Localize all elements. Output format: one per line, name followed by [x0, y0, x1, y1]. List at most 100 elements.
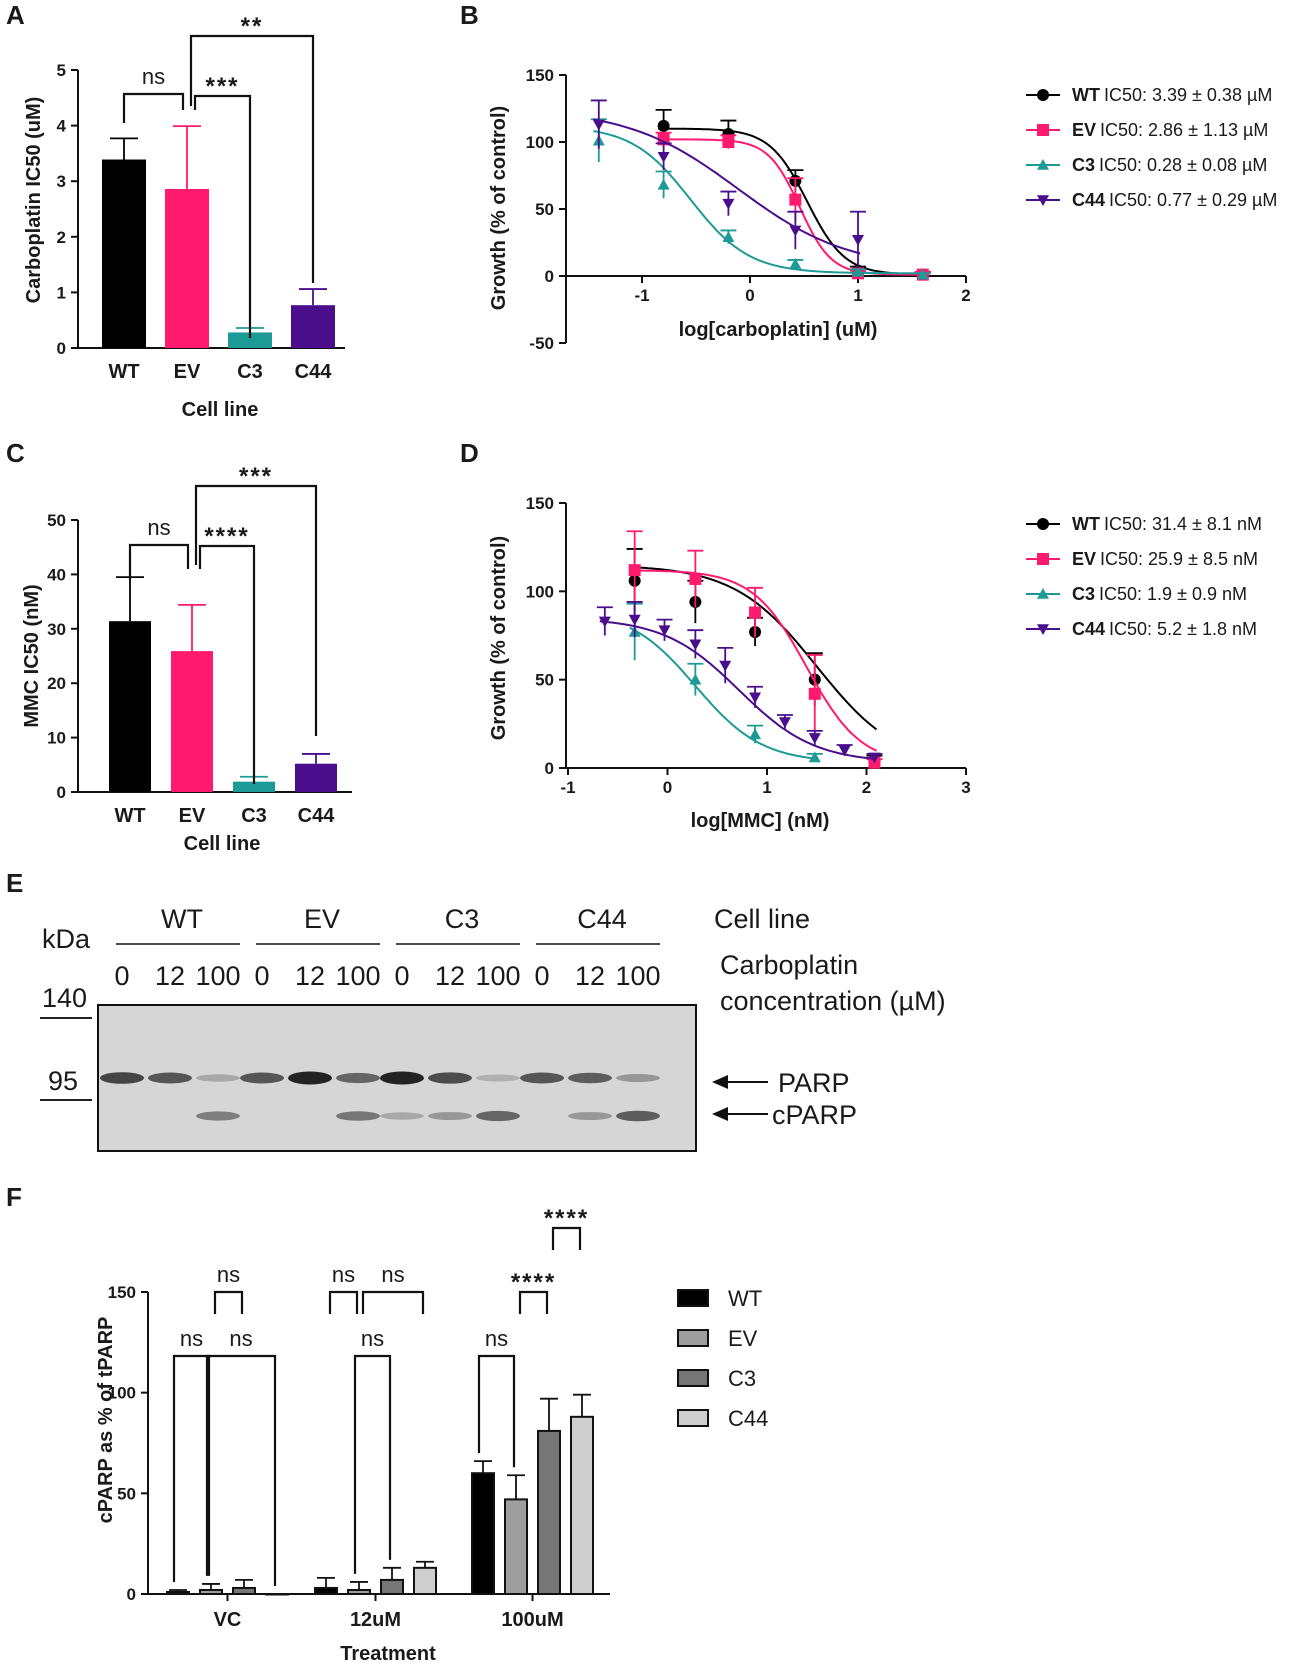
panel-b-legend-marker-wt: [1037, 89, 1049, 101]
panel-b-point-wt: [657, 119, 670, 132]
panel-b: B -50 0 50 100 150 -1 0 1 2 Growth (% of control…: [460, 0, 1277, 353]
panel-c-bar-c44: [295, 763, 337, 792]
panel-f-significance-label: ns: [381, 1262, 404, 1287]
panel-f-legend-label-wt: WT: [728, 1286, 762, 1311]
panel-b-legend-ic50-c44: IC50: 0.77 ± 0.29 µM: [1109, 190, 1277, 210]
panel-d-point-c44: [658, 625, 671, 637]
panel-d-x-tick-label: 1: [762, 778, 771, 797]
panel-b-point-c3: [789, 257, 802, 269]
panel-d-legend-entry-ev: EV IC50: 25.9 ± 8.5 nM: [1072, 549, 1258, 569]
blot-lane-concentration: 0: [254, 961, 269, 991]
panel-b-series-c3: [590, 118, 931, 280]
blot-lane-concentration: 100: [335, 961, 380, 991]
panel-f-legend-swatch-c44: [677, 1409, 709, 1427]
panel-b-y-tick-label: 50: [535, 200, 554, 219]
blot-band-parp: [520, 1072, 564, 1084]
panel-d-label: D: [460, 438, 479, 468]
panel-d-fit-curve-c44: [599, 620, 877, 760]
panel-a-significance-bracket: [193, 94, 252, 338]
panel-b-x-tick-label: -1: [634, 286, 649, 305]
panel-b-point-c44: [789, 225, 802, 237]
panel-f-y-tick-label: 50: [117, 1484, 136, 1503]
panel-b-y-tick-label: 0: [545, 267, 554, 286]
panel-d-legend-marker-wt: [1037, 518, 1049, 530]
blot-band-parp: [380, 1071, 424, 1085]
blot-band-cparp: [616, 1110, 660, 1122]
panel-c-bar-c3: [233, 781, 275, 792]
panel-a-bar-c44: [291, 305, 335, 348]
cparp-arrow: [712, 1107, 768, 1121]
blot-group-ev: EV: [304, 904, 340, 934]
blot-lane-concentration: 12: [575, 961, 605, 991]
panel-d-series-c3: [626, 602, 823, 763]
blot-band-parp: [240, 1072, 284, 1084]
panel-a-bar-ev: [165, 188, 209, 348]
panel-d-point-c44: [838, 745, 851, 757]
panel-f-legend-label-c44: C44: [728, 1406, 768, 1431]
panel-d-legend-ic50-ev: IC50: 25.9 ± 8.5 nM: [1100, 549, 1258, 569]
panel-d-fit-curve-ev: [629, 569, 877, 752]
panel-d-point-c44: [749, 692, 762, 704]
blot-band-cparp: [380, 1112, 424, 1120]
panel-c-significance-label: ****: [204, 523, 249, 550]
panel-b-legend-name-c44: C44: [1072, 190, 1105, 210]
panel-d-legend-entry-wt: WT IC50: 31.4 ± 8.1 nM: [1072, 514, 1262, 534]
panel-d-y-tick-label: 150: [526, 494, 554, 513]
panel-b-legend-ic50-c3: IC50: 0.28 ± 0.08 µM: [1099, 155, 1267, 175]
panel-d-point-c3: [689, 673, 702, 685]
panel-d-legend-name-wt: WT: [1072, 514, 1100, 534]
panel-d-legend-name-c3: C3: [1072, 584, 1095, 604]
panel-f-significance-bracket: [353, 1354, 392, 1574]
blot-band-cparp: [336, 1111, 380, 1121]
panel-c-significance-label: ns: [147, 515, 170, 540]
panel-d-point-c3: [749, 728, 762, 740]
panel-b-point-c44: [657, 151, 670, 163]
panel-d-point-c44: [628, 614, 641, 626]
blot-lane-concentration: 12: [435, 961, 465, 991]
panel-b-point-c3: [722, 231, 735, 242]
panel-b-x-tick-label: 2: [961, 286, 970, 305]
panel-c-y-tick-label: 40: [47, 565, 66, 584]
panel-b-axes: -50 0 50 100 150 -1 0 1 2: [526, 66, 971, 353]
panel-c-x-tick-label-ev: EV: [179, 805, 206, 827]
blot-band-parp: [428, 1072, 472, 1084]
concentration-header-1: Carboplatin: [720, 950, 858, 980]
panel-a-significance-label: ***: [205, 73, 239, 100]
panel-a-x-tick-label-c3: C3: [237, 361, 263, 383]
panel-d-legend: WT IC50: 31.4 ± 8.1 nM EV IC50: 25.9 ± 8.5 …: [1026, 514, 1262, 639]
panel-f-significance-label: ns: [485, 1326, 508, 1351]
panel-f-bar-wt-100um: [471, 1472, 495, 1595]
panel-c-significance-label: ***: [239, 463, 273, 490]
panel-f-bar-c44-100um: [570, 1415, 594, 1595]
cparp-label: cPARP: [772, 1100, 857, 1130]
blot-band-cparp: [568, 1111, 612, 1121]
panel-a-ylabel: Carboplatin IC50 (uM): [23, 97, 45, 304]
panel-f-bar-c3-vc: [232, 1586, 256, 1595]
panel-a-significance-label: ns: [142, 64, 165, 89]
panel-b-fit-curve-c44: [593, 118, 861, 255]
panel-f-legend-swatch-wt: [677, 1289, 709, 1307]
panel-a-x-tick-label-c44: C44: [295, 361, 333, 383]
panel-b-point-ev: [722, 136, 735, 148]
panel-d-series-ev: [626, 530, 883, 769]
panel-f-bar-c44-vc: [265, 1593, 289, 1596]
panel-a-label: A: [6, 0, 25, 30]
marker-95: 95: [48, 1066, 78, 1096]
panel-d-legend-ic50-wt: IC50: 31.4 ± 8.1 nM: [1104, 514, 1262, 534]
panel-f-legend-swatch-ev: [677, 1329, 709, 1347]
panel-b-x-tick-label: 0: [745, 286, 754, 305]
blot-lane-headers: WT 0 12 100 EV 0 12 100 C3 0 12 100 C44 0 12 100: [114, 904, 660, 991]
blot-band-cparp: [428, 1111, 472, 1121]
panel-f-significance-bracket: [551, 1226, 582, 1250]
panel-f-x-tick-label-vc: VC: [214, 1609, 242, 1631]
panel-d-legend-ic50-c44: IC50: 5.2 ± 1.8 nM: [1109, 619, 1257, 639]
panel-d-fit-curve-c3: [629, 626, 817, 760]
panel-f-legend-label-ev: EV: [728, 1326, 758, 1351]
panel-a-significance-bracket: [122, 92, 185, 123]
panel-b-fit-curve-c3: [593, 130, 925, 275]
panel-b-legend-ic50-ev: IC50: 2.86 ± 1.13 µM: [1100, 120, 1268, 140]
panel-f-label: F: [6, 1182, 22, 1212]
panel-b-legend-marker-c3: [1037, 159, 1049, 170]
